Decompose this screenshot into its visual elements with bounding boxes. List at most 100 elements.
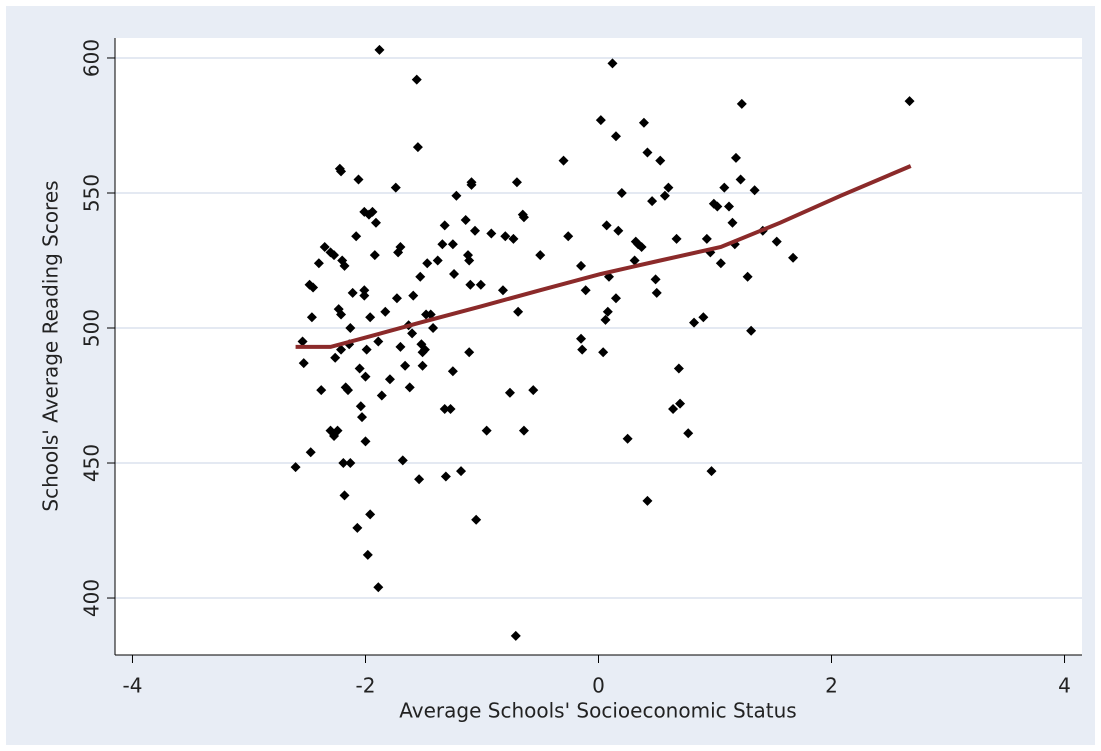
point bbox=[369, 250, 380, 261]
point bbox=[445, 404, 456, 415]
point bbox=[622, 433, 633, 444]
point bbox=[610, 293, 621, 304]
point bbox=[602, 306, 613, 317]
point bbox=[425, 309, 436, 320]
point bbox=[518, 212, 529, 223]
point bbox=[576, 333, 587, 344]
point bbox=[595, 115, 606, 126]
x-tick-label: 4 bbox=[1058, 674, 1071, 698]
y-tick-label: 550 bbox=[80, 174, 104, 212]
point bbox=[683, 428, 694, 439]
point bbox=[391, 293, 402, 304]
y-tick-label: 400 bbox=[80, 579, 104, 617]
point bbox=[486, 228, 497, 239]
point bbox=[500, 231, 511, 242]
y-tick-label: 600 bbox=[80, 39, 104, 77]
x-axis-title: Average Schools' Socioeconomic Status bbox=[399, 699, 796, 723]
point bbox=[746, 325, 757, 336]
point bbox=[706, 466, 717, 477]
point bbox=[384, 374, 395, 385]
point bbox=[471, 514, 482, 525]
point bbox=[655, 155, 666, 166]
point bbox=[395, 241, 406, 252]
point bbox=[354, 363, 365, 374]
point bbox=[447, 366, 458, 377]
point bbox=[511, 177, 522, 188]
point bbox=[373, 336, 384, 347]
point bbox=[343, 385, 354, 396]
point bbox=[308, 282, 319, 293]
point bbox=[347, 287, 358, 298]
point bbox=[306, 312, 317, 323]
point bbox=[359, 285, 370, 296]
y-axis-title: Schools' Average Reading Scores bbox=[39, 180, 63, 511]
point bbox=[698, 312, 709, 323]
point bbox=[580, 285, 591, 296]
point bbox=[642, 495, 653, 506]
point bbox=[749, 185, 760, 196]
point bbox=[598, 347, 609, 358]
point bbox=[447, 239, 458, 250]
point bbox=[701, 233, 712, 244]
point bbox=[360, 436, 371, 447]
point bbox=[360, 371, 371, 382]
point bbox=[497, 285, 508, 296]
point bbox=[404, 382, 415, 393]
point bbox=[345, 458, 356, 469]
point bbox=[305, 447, 316, 458]
point bbox=[712, 201, 723, 212]
point bbox=[339, 490, 350, 501]
point bbox=[673, 363, 684, 374]
point bbox=[345, 323, 356, 334]
point bbox=[419, 344, 430, 355]
point bbox=[417, 360, 428, 371]
point bbox=[663, 182, 674, 193]
point bbox=[464, 347, 475, 358]
point bbox=[481, 425, 492, 436]
point bbox=[904, 96, 915, 107]
point bbox=[719, 182, 730, 193]
point bbox=[638, 117, 649, 128]
point bbox=[510, 630, 521, 641]
point bbox=[313, 258, 324, 269]
plot-region bbox=[115, 38, 1082, 655]
point bbox=[723, 201, 734, 212]
point bbox=[412, 142, 423, 153]
point bbox=[395, 341, 406, 352]
point bbox=[428, 323, 439, 334]
point bbox=[671, 233, 682, 244]
point bbox=[513, 306, 524, 317]
point bbox=[373, 582, 384, 593]
point bbox=[397, 455, 408, 466]
point bbox=[456, 466, 467, 477]
point bbox=[390, 182, 401, 193]
point bbox=[437, 239, 448, 250]
point bbox=[408, 290, 419, 301]
point bbox=[504, 387, 515, 398]
point bbox=[788, 252, 799, 263]
point bbox=[338, 458, 349, 469]
point bbox=[470, 225, 481, 236]
point bbox=[465, 279, 476, 290]
point bbox=[376, 390, 387, 401]
point bbox=[610, 131, 621, 142]
point bbox=[466, 177, 477, 188]
x-tick-label: 2 bbox=[825, 674, 838, 698]
point bbox=[439, 220, 450, 231]
point bbox=[411, 74, 422, 85]
point bbox=[432, 255, 443, 266]
point bbox=[414, 474, 425, 485]
point bbox=[742, 271, 753, 282]
point bbox=[336, 166, 347, 177]
point bbox=[528, 385, 539, 396]
point bbox=[576, 260, 587, 271]
x-tick-label: -2 bbox=[356, 674, 376, 698]
point bbox=[475, 279, 486, 290]
point bbox=[298, 358, 309, 369]
point bbox=[297, 336, 308, 347]
point bbox=[362, 549, 373, 560]
point bbox=[613, 225, 624, 236]
point bbox=[290, 462, 301, 473]
x-tick-label: 0 bbox=[592, 674, 605, 698]
